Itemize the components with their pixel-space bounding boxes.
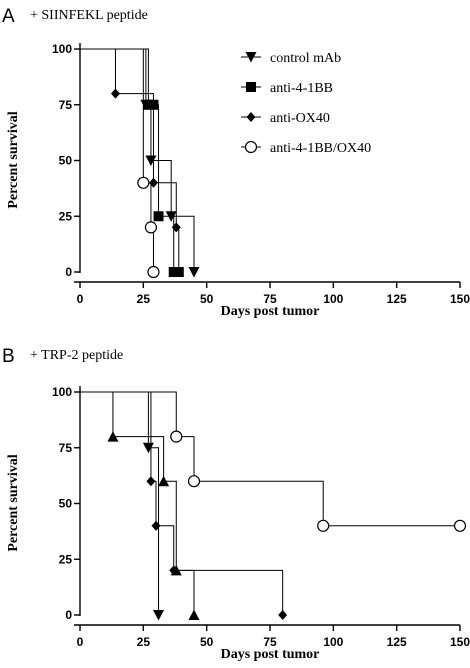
survival-step-line xyxy=(80,391,460,527)
data-point xyxy=(168,267,179,277)
data-point xyxy=(169,565,179,576)
series-circle-open xyxy=(80,391,467,532)
y-tick-label: 50 xyxy=(59,497,73,511)
legend-marker-icon xyxy=(244,140,258,154)
data-point xyxy=(143,99,154,110)
legend-item: anti-OX40 xyxy=(241,111,330,126)
survival-step-line xyxy=(80,48,179,273)
data-point xyxy=(278,610,288,620)
legend-item: anti-4-1BB/OX40 xyxy=(241,140,371,156)
chart-title: + SIINFEKL peptide xyxy=(30,8,148,23)
legend-marker-icon xyxy=(246,112,256,122)
survival-step-line xyxy=(80,391,160,615)
y-axis-label: Percent survival xyxy=(6,111,21,208)
panel-letter: A xyxy=(2,6,15,27)
y-tick-label: 0 xyxy=(65,265,72,279)
y-axis-label: Percent survival xyxy=(6,454,21,551)
data-point xyxy=(153,610,165,621)
x-tick-label: 125 xyxy=(387,635,407,649)
chart-panel-B: B + TRP-2 peptide 0 25 50 75 100 0 25 50 75 100 125 1… xyxy=(2,346,470,662)
legend-label: control mAb xyxy=(270,51,341,66)
legend-label: anti-4-1BB/OX40 xyxy=(270,141,371,156)
data-point xyxy=(187,475,201,488)
data-point xyxy=(174,267,184,277)
data-point xyxy=(171,222,181,233)
data-point xyxy=(453,519,467,532)
x-axis-label: Days post tumor xyxy=(221,304,320,319)
x-tick-label: 0 xyxy=(77,635,84,649)
legend-marker-icon xyxy=(246,82,256,92)
y-tick-label: 100 xyxy=(52,385,72,399)
legend-label: anti-4-1BB xyxy=(270,81,333,96)
data-point xyxy=(188,609,200,620)
y-tick-label: 0 xyxy=(65,608,72,622)
survival-step-line xyxy=(80,391,284,615)
survival-step-line xyxy=(80,48,195,272)
y-tick-label: 25 xyxy=(59,209,73,223)
x-tick-label: 50 xyxy=(200,635,214,649)
x-tick-label: 75 xyxy=(263,635,277,649)
data-point xyxy=(153,211,164,222)
data-point xyxy=(146,476,156,487)
data-point xyxy=(107,431,119,442)
x-tick-label: 0 xyxy=(77,292,84,306)
series-triangle-up xyxy=(80,391,200,620)
x-axis-label: Days post tumor xyxy=(221,647,320,662)
x-tick-label: 75 xyxy=(263,292,277,306)
y-tick-label: 75 xyxy=(59,98,73,112)
data-point xyxy=(170,430,183,443)
x-tick-label: 100 xyxy=(323,292,343,306)
data-point xyxy=(317,519,330,532)
x-tick-label: 50 xyxy=(200,292,214,306)
data-point xyxy=(110,88,120,99)
x-tick-label: 150 xyxy=(450,292,470,306)
panel-letter: B xyxy=(2,346,15,367)
survival-step-line xyxy=(80,48,154,272)
y-tick-label: 75 xyxy=(59,441,73,455)
data-point xyxy=(147,265,160,279)
series-control-mab xyxy=(80,48,200,278)
data-point xyxy=(158,475,170,487)
survival-step-line xyxy=(80,391,195,615)
y-tick-label: 50 xyxy=(59,154,73,168)
x-tick-label: 125 xyxy=(387,292,407,306)
y-tick-label: 100 xyxy=(52,42,72,56)
data-point xyxy=(188,267,200,278)
series-anti-4-1bb-ox40 xyxy=(80,48,160,279)
legend-item: anti-4-1BB xyxy=(241,81,333,96)
data-point xyxy=(144,221,158,234)
chart-panel-A: A + SIINFEKL peptide 0 25 50 75 100 0 25 50 75 100 1… xyxy=(2,6,470,319)
series-diamond xyxy=(80,391,288,620)
legend-marker-icon xyxy=(245,52,257,63)
legend: control mAb anti-4-1BB anti-OX40 anti-4-1BB… xyxy=(241,51,371,156)
series-anti-ox40 xyxy=(80,48,184,277)
legend-label: anti-OX40 xyxy=(270,111,330,126)
x-tick-label: 25 xyxy=(137,292,151,306)
x-tick-label: 150 xyxy=(450,635,470,649)
series-anti-4-1bb xyxy=(80,48,184,277)
x-tick-label: 100 xyxy=(323,635,343,649)
data-point xyxy=(137,176,150,189)
legend-item: control mAb xyxy=(241,51,341,66)
x-tick-label: 25 xyxy=(137,635,151,649)
data-point xyxy=(151,520,161,531)
chart-title: + TRP-2 peptide xyxy=(30,348,123,363)
y-tick-label: 25 xyxy=(59,552,73,566)
